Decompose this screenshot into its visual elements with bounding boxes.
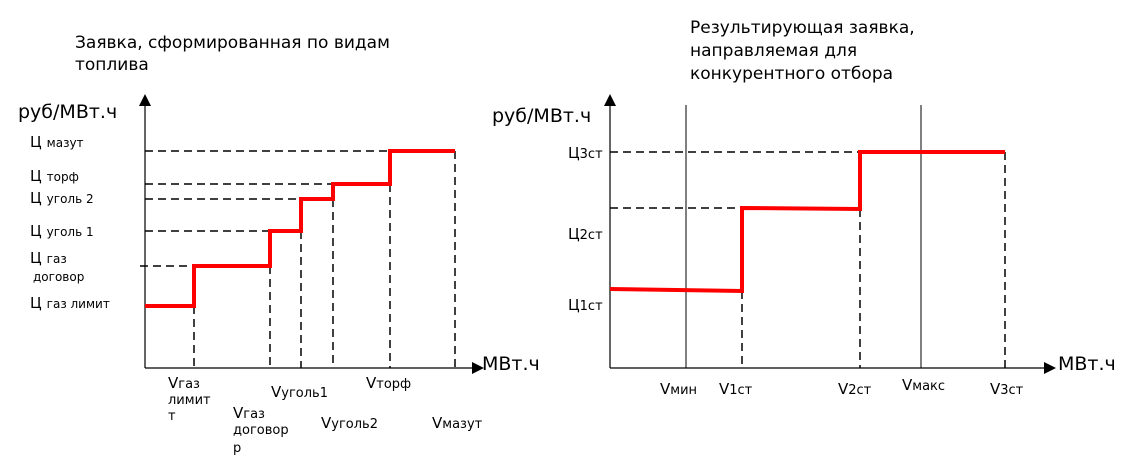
volume-label-vmax: Vмакс — [902, 376, 945, 394]
left-chart: Заявка, сформированная по видам топлива … — [18, 33, 540, 456]
volume-label-gaz-dogovor: Vгаз — [233, 404, 265, 422]
right-step-line — [609, 150, 1005, 294]
right-chart: Результирующая заявка, направляемая для … — [492, 18, 1116, 398]
volume-label-gaz-dogovor-line2: договор — [233, 423, 289, 438]
right-title-line1: Результирующая заявка, — [690, 18, 915, 38]
volume-label-ugol1: Vуголь1 — [271, 383, 328, 401]
volume-label-mazut: Vмазут — [432, 414, 483, 432]
left-step-line — [145, 149, 455, 308]
volume-label-vmin: Vмин — [660, 380, 697, 398]
left-vertical-guides — [193, 151, 456, 368]
right-title-line3: конкурентного отбора — [690, 64, 893, 84]
right-title-line2: направляемая для — [690, 41, 857, 61]
price-label-c2: Ц2ст — [568, 225, 603, 243]
left-y-axis-label: руб/МВт.ч — [18, 101, 117, 123]
volume-label-v2: V2ст — [838, 380, 872, 398]
volume-label-ugol2: Vуголь2 — [321, 414, 378, 432]
volume-label-torf: Vторф — [366, 374, 411, 392]
left-horizontal-guides — [140, 150, 390, 267]
volume-label-gaz-limit-line3: т — [168, 409, 176, 424]
left-title-line2: топлива — [75, 55, 149, 75]
price-label-gaz-dogovor-line2: договор — [33, 270, 84, 284]
right-volume-labels: Vмин V1ст V2ст Vмакс V3ст — [660, 376, 1024, 398]
right-price-labels: Ц3ст Ц2ст Ц1ст — [568, 144, 603, 314]
right-x-axis-label: МВт.ч — [1058, 353, 1116, 375]
price-label-c1: Ц1ст — [568, 296, 603, 314]
right-y-axis-label: руб/МВт.ч — [492, 105, 591, 127]
left-title-line1: Заявка, сформированная по видам — [75, 33, 390, 53]
volume-label-gaz-limit-line2: лимит — [168, 393, 211, 408]
right-vertical-guides — [741, 152, 1006, 368]
left-volume-labels: Vгаз лимит т Vгаз договор р Vуголь1 Vуго… — [168, 374, 483, 456]
right-horizontal-guides — [610, 151, 860, 209]
volume-label-gaz-limit: Vгаз — [168, 374, 200, 392]
volume-label-v3: V3ст — [990, 380, 1024, 398]
volume-label-v1: V1ст — [719, 380, 753, 398]
volume-label-gaz-dogovor-line3: р — [233, 441, 241, 456]
left-x-axis-label: МВт.ч — [482, 353, 540, 375]
price-label-c3: Ц3ст — [568, 144, 603, 162]
